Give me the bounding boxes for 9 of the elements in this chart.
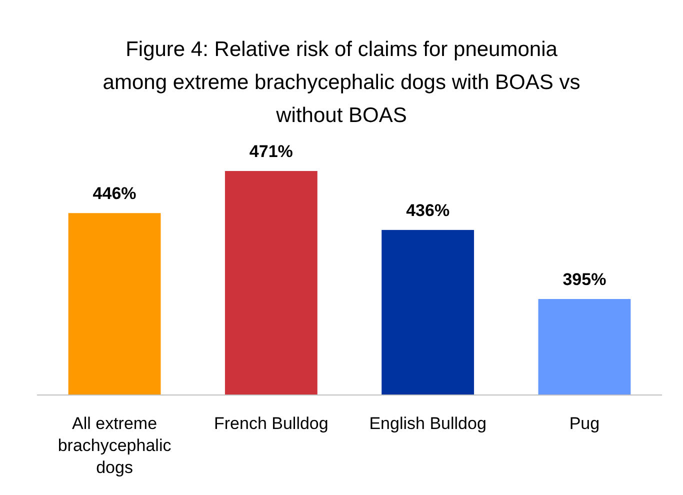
x-tick-label: French Bulldog — [214, 414, 328, 433]
x-tick-label: All extreme brachycephalic dogs — [58, 414, 172, 477]
data-label: 471% — [249, 142, 293, 161]
chart-title: Figure 4: Relative risk of claims for pneumonia among extreme brachycephalic dogs with BOAS vs without BOAS — [102, 38, 580, 127]
data-label: 395% — [562, 270, 606, 289]
x-tick-label: English Bulldog — [369, 414, 486, 433]
x-tick-label: Pug — [569, 414, 600, 433]
data-label: 446% — [92, 184, 136, 204]
data-label: 436% — [406, 200, 450, 220]
